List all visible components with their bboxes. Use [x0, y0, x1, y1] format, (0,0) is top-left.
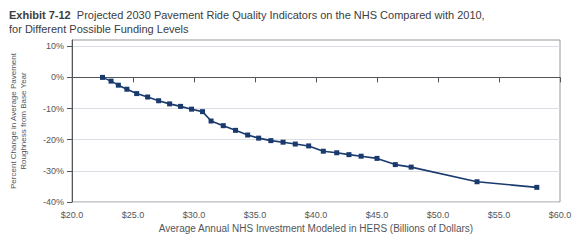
svg-text:$35.0: $35.0 [244, 210, 267, 220]
svg-text:$55.0: $55.0 [488, 210, 511, 220]
svg-text:$30.0: $30.0 [183, 210, 206, 220]
svg-text:$60.0: $60.0 [549, 210, 572, 220]
svg-text:$20.0: $20.0 [61, 210, 84, 220]
svg-text:-30%: -30% [43, 166, 64, 176]
svg-text:for Different Possible Funding: for Different Possible Funding Levels [9, 23, 189, 35]
svg-text:-20%: -20% [43, 135, 64, 145]
svg-text:$40.0: $40.0 [305, 210, 328, 220]
svg-text:$45.0: $45.0 [366, 210, 389, 220]
svg-text:-10%: -10% [43, 104, 64, 114]
svg-text:-40%: -40% [43, 197, 64, 207]
svg-text:Projected 2030 Pavement Ride Q: Projected 2030 Pavement Ride Quality Ind… [71, 9, 485, 21]
svg-text:Exhibit 7-12: Exhibit 7-12 [9, 9, 71, 21]
svg-text:$50.0: $50.0 [427, 210, 450, 220]
svg-text:Roughness from Base Year: Roughness from Base Year [19, 72, 28, 170]
svg-text:Percent Change in Average Pave: Percent Change in Average Pavement [9, 52, 18, 189]
svg-text:$25.0: $25.0 [122, 210, 145, 220]
svg-text:0%: 0% [51, 72, 64, 82]
svg-text:10%: 10% [46, 41, 64, 51]
svg-text:Average Annual NHS Investment: Average Annual NHS Investment Modeled in… [159, 223, 473, 234]
